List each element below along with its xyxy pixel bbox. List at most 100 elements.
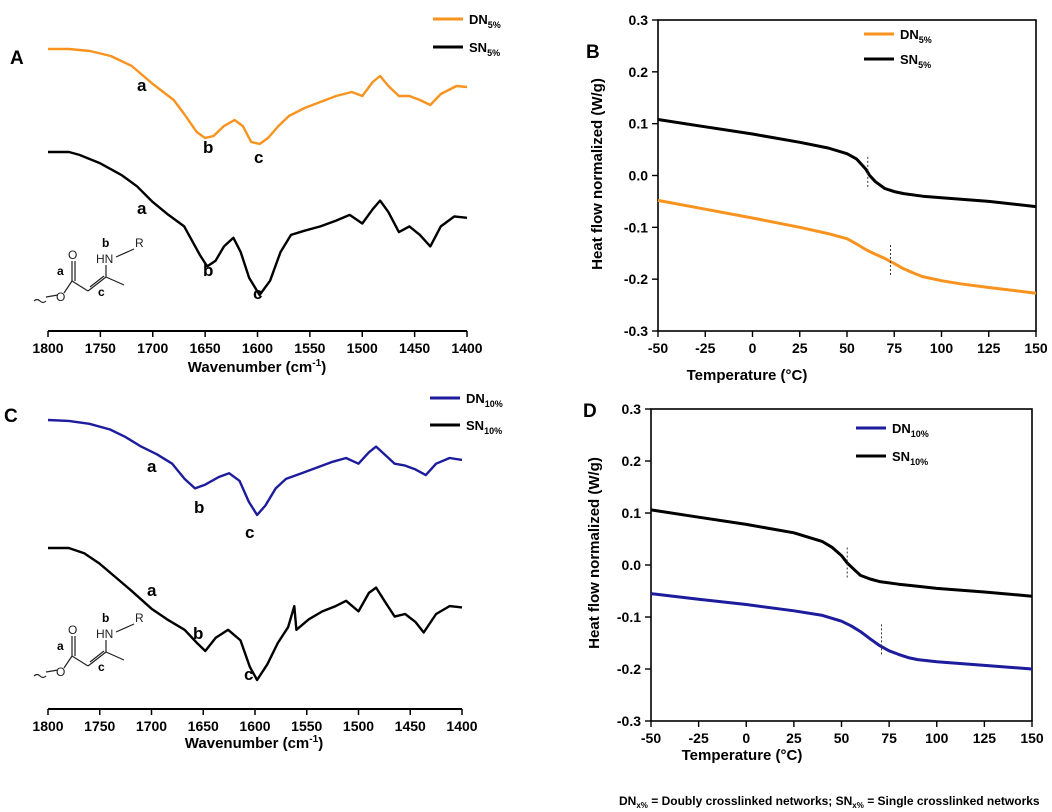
x-tick-label: -50: [648, 340, 668, 356]
legend-label-dn5: DN5%: [469, 12, 501, 30]
chem-atom-r: R: [135, 236, 144, 250]
legend-label-dn5: DN5%: [900, 27, 932, 45]
annotation-b-top: b: [194, 498, 204, 517]
x-tick-label: 150: [1020, 730, 1044, 746]
chem-label-a: a: [57, 639, 64, 653]
chemical-structure-a: HN R O O a b c: [33, 236, 144, 304]
annotation-c-top: c: [245, 523, 254, 542]
annotation-c-top: c: [254, 148, 263, 167]
x-tick-label: -50: [641, 730, 661, 746]
panel-d-x-label: Temperature (°C): [682, 747, 803, 764]
x-tick-label: 1750: [84, 718, 115, 734]
x-tick-label: 1600: [242, 340, 273, 356]
panel-a-legend: DN5% SN5%: [433, 12, 501, 58]
panel-label-d: D: [583, 401, 597, 422]
annotation-c-bottom: c: [253, 284, 262, 303]
chem-bond: [45, 669, 59, 673]
x-tick-label: 1600: [239, 718, 270, 734]
chem-atom-hn: HN: [96, 627, 113, 641]
x-tick-label: 1700: [136, 718, 167, 734]
panel-a-x-ticks: 1800 1750 1700 1650 1600 1550 1500 1450 1400: [32, 331, 483, 356]
annotation-a-top: a: [147, 457, 157, 476]
chem-atom-o-carbonyl: O: [68, 248, 77, 262]
y-tick-label: 0.2: [629, 64, 649, 80]
panel-label-b: B: [586, 42, 600, 63]
x-tick-label: 1650: [188, 718, 219, 734]
x-tick-label: 50: [839, 340, 855, 356]
chem-squiggle: [33, 298, 47, 304]
y-tick-label: -0.1: [624, 219, 648, 235]
y-tick-label: 0.0: [629, 168, 649, 184]
x-tick-label: 1700: [137, 340, 168, 356]
plot-frame: [657, 19, 1037, 332]
x-tick-label: 1400: [446, 718, 477, 734]
panel-c-x-ticks: 1800 1750 1700 1650 1600 1550 1500 1450 1400: [32, 709, 478, 734]
chem-bond: [115, 248, 135, 258]
chem-bond: [71, 280, 89, 292]
x-tick-label: 1650: [190, 340, 221, 356]
x-tick-label: 150: [1024, 340, 1048, 356]
annotation-b-bottom: b: [203, 261, 213, 280]
x-tick-label: 1550: [291, 718, 322, 734]
panel-b-legend: DN5% SN5%: [864, 27, 932, 70]
x-tick-label: -25: [695, 340, 715, 356]
panel-d-y-label: Heat flow normalized (W/g): [586, 457, 603, 649]
chem-label-b: b: [102, 611, 109, 625]
chem-bond: [105, 651, 125, 661]
dsc-line-dn5: [657, 198, 1037, 295]
y-tick-label: 0.0: [622, 557, 642, 573]
chem-atom-o-ester: O: [56, 665, 65, 679]
dsc-line-sn10: [650, 508, 1033, 598]
panel-label-c: C: [4, 406, 18, 427]
legend-label-sn5: SN5%: [900, 52, 931, 70]
legend-label-sn5: SN5%: [469, 40, 500, 58]
chem-label-a: a: [57, 264, 64, 278]
panel-label-a: A: [10, 48, 24, 69]
footnote: DNx% = Doubly crosslinked networks; SNx%…: [619, 794, 1040, 810]
chem-bond: [89, 650, 105, 663]
x-tick-label: 1750: [85, 340, 116, 356]
x-tick-label: 100: [930, 340, 954, 356]
chem-label-c: c: [98, 660, 105, 674]
panel-b-plot: -50 -25 0 25 50 75 100 125 150 -0.3 -0.2 -0.1 0.0 0.1…: [624, 12, 1048, 356]
panel-a-ftir: 1800 1750 1700 1650 1600 1550 1500 1450 1400 Wav…: [32, 12, 500, 376]
legend-label-dn10: DN10%: [466, 391, 503, 409]
panel-b-dsc: Heat flow normalized (W/g) -50 -25 0 25 50 75…: [589, 12, 1048, 384]
annotation-c-bottom: c: [244, 665, 253, 684]
spectrum-line-sn10: [48, 546, 463, 682]
spectrum-line-dn5: [48, 47, 468, 146]
legend-label-dn10: DN10%: [892, 421, 929, 439]
dsc-line-sn5: [657, 118, 1037, 209]
panel-d-plot: -50 -25 0 25 50 75 100 125 150 -0.3 -0.2 -0.1 0.0 0.1…: [617, 401, 1044, 746]
annotation-a-bottom: a: [147, 581, 157, 600]
y-tick-label: 0.2: [622, 453, 642, 469]
chem-bond: [115, 623, 135, 633]
x-tick-label: 1800: [32, 718, 63, 734]
x-tick-label: 75: [881, 730, 897, 746]
chem-label-c: c: [98, 285, 105, 299]
annotation-a-top: a: [137, 76, 147, 95]
annotation-b-top: b: [203, 138, 213, 157]
chem-bond: [71, 655, 89, 667]
annotation-b-bottom: b: [193, 624, 203, 643]
x-tick-label: 0: [749, 340, 757, 356]
panel-c-x-label: Wavenumber (cm-1): [185, 734, 323, 752]
chem-bond: [87, 651, 107, 667]
x-tick-label: 1550: [294, 340, 325, 356]
y-tick-label: -0.2: [617, 661, 641, 677]
panel-d-dsc: Heat flow normalized (W/g) -50 -25 0 25 50 75…: [586, 401, 1044, 764]
x-tick-label: 125: [973, 730, 997, 746]
y-tick-label: -0.1: [617, 609, 641, 625]
y-tick-label: -0.3: [624, 323, 648, 339]
y-tick-label: 0.3: [629, 12, 649, 28]
legend-label-sn10: SN10%: [892, 449, 928, 467]
x-tick-label: 1800: [32, 340, 63, 356]
panel-c-legend: DN10% SN10%: [430, 391, 503, 436]
y-tick-label: -0.3: [617, 713, 641, 729]
x-tick-label: 1500: [347, 340, 378, 356]
chem-bond: [63, 280, 73, 294]
chem-bond: [63, 655, 73, 669]
panel-c-ftir: 1800 1750 1700 1650 1600 1550 1500 1450 1400 Wav…: [32, 391, 502, 752]
chem-bond: [45, 294, 59, 298]
